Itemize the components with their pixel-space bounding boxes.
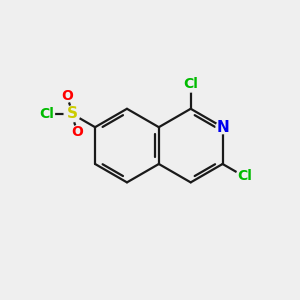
Circle shape	[71, 126, 84, 139]
Text: N: N	[216, 120, 229, 135]
Text: O: O	[61, 89, 73, 103]
Circle shape	[64, 106, 80, 122]
Circle shape	[182, 76, 199, 92]
Text: S: S	[67, 106, 78, 122]
Circle shape	[236, 168, 253, 185]
Circle shape	[216, 121, 229, 134]
Text: Cl: Cl	[39, 107, 54, 121]
Text: Cl: Cl	[183, 77, 198, 91]
Text: Cl: Cl	[237, 169, 252, 184]
Circle shape	[60, 89, 73, 102]
Circle shape	[38, 106, 55, 122]
Text: O: O	[71, 125, 83, 139]
